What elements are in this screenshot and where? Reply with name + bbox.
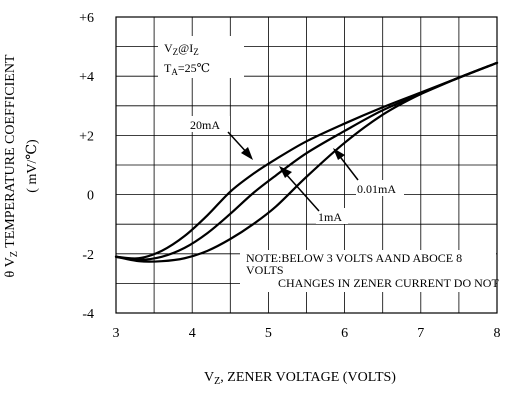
series-label-1mA: 1mA [279, 166, 348, 224]
condition-line-1: VZ@IZ [164, 41, 199, 57]
note-line-2: VOLTS [246, 263, 284, 277]
y-axis-title-line-1: θ VZ TEMPERATURE COEFFICIENT [3, 54, 20, 277]
arrowhead-20mA [241, 147, 253, 160]
note-line-3: CHANGES IN ZENER CURRENT DO NOT [278, 276, 499, 290]
x-tick-label-8: 8 [494, 326, 501, 341]
y-axis-title: θ VZ TEMPERATURE COEFFICIENT [3, 54, 20, 277]
y-tick-label--2: -2 [82, 248, 94, 263]
series-line-20mA [114, 61, 499, 260]
note-annotation: NOTE:BELOW 3 VOLTS AAND ABOCE 8 VOLTS CH… [240, 250, 499, 292]
series-label-20mA: 20mA [188, 116, 253, 160]
arrow-1mA [284, 172, 320, 212]
note-line-1: NOTE:BELOW 3 VOLTS AAND ABOCE 8 [246, 251, 462, 265]
arrow-001mA [337, 153, 359, 181]
arrowhead-001mA [333, 148, 345, 160]
x-tick-label-5: 5 [265, 326, 272, 341]
y-axis-unit-text: ( mV/℃) [25, 139, 40, 193]
x-tick-label-7: 7 [417, 326, 424, 341]
y-tick-label-0: 0 [87, 189, 94, 204]
condition-annotation: VZ@IZ TA=25℃ [158, 36, 244, 78]
y-tick-label-+2: +2 [79, 129, 94, 144]
y-tick-label-+4: +4 [79, 70, 94, 85]
x-tick-label-4: 4 [189, 326, 196, 341]
y-tick-label-+6: +6 [79, 11, 94, 26]
series-label-001mA: 0.01mA [333, 148, 404, 196]
x-axis-title: VZ, ZENER VOLTAGE (VOLTS) [204, 370, 396, 387]
x-tick-label-3: 3 [113, 326, 120, 341]
x-tick-label-6: 6 [341, 326, 348, 341]
series-line-001mA [114, 61, 499, 263]
series-label-001mA-text: 0.01mA [357, 182, 396, 196]
series-label-20mA-text: 20mA [190, 118, 220, 132]
y-axis-unit: ( mV/℃) [25, 139, 40, 193]
y-tick-label--4: -4 [82, 307, 94, 322]
tick-labels: 3 4 5 6 7 8 +6 +4 +2 0 -2 -4 [79, 11, 500, 341]
arrowhead-1mA [279, 166, 292, 178]
curves [114, 61, 499, 263]
condition-line-2: TA=25℃ [164, 61, 210, 77]
series-label-1mA-text: 1mA [318, 210, 342, 224]
